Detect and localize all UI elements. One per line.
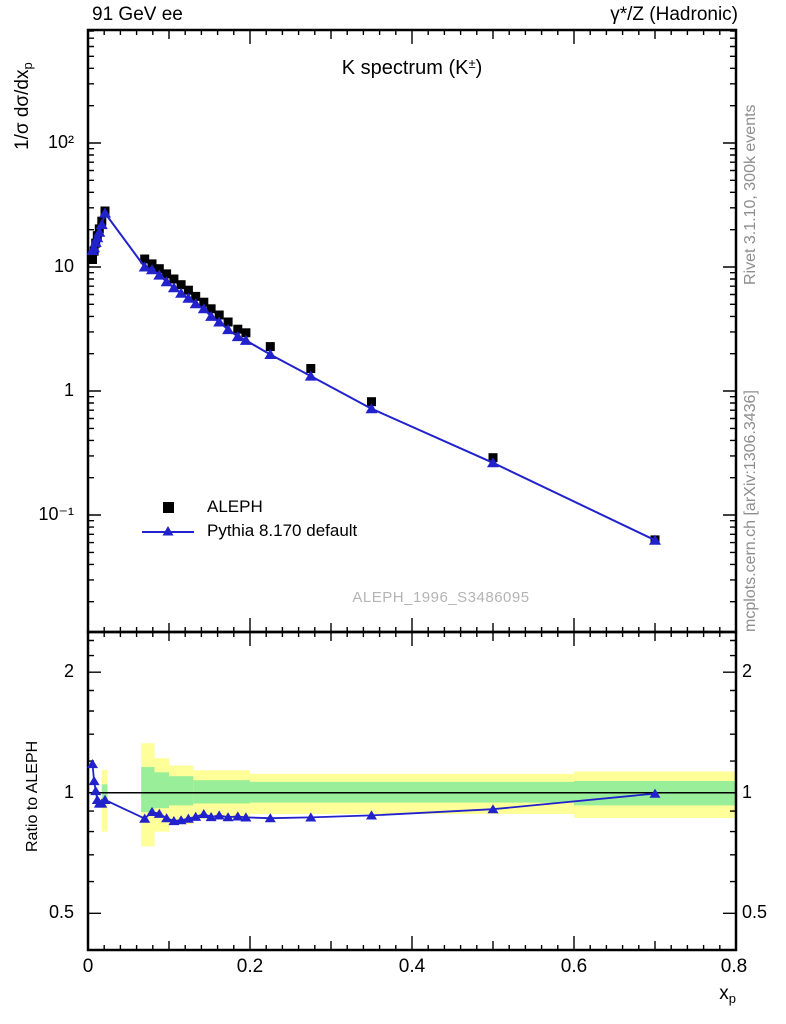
ratio-band-green — [193, 780, 250, 804]
plot-title: K spectrum (K±) — [341, 56, 483, 79]
pythia-line — [91, 210, 656, 542]
mc-line-triangle-icon — [142, 526, 194, 536]
ratio-band-green — [141, 767, 155, 813]
y-tick-10: 10 — [53, 256, 74, 276]
ratio-tick-right-2: 2 — [742, 661, 753, 681]
x-tick-0p8: 0.8 — [720, 956, 748, 977]
particle-symbol: K — [455, 57, 469, 79]
header-beam-energy: 91 GeV ee — [92, 4, 183, 25]
legend-item-pythia: Pythia 8.170 default — [142, 519, 357, 543]
aleph-data-points — [88, 206, 660, 545]
ratio-points — [87, 759, 661, 826]
axis-ticks — [88, 30, 736, 950]
x-tick-0p6: 0.6 — [560, 956, 588, 977]
legend-label-pythia: Pythia 8.170 default — [207, 521, 358, 540]
data-square-icon — [163, 502, 174, 513]
y-tick-100: 10² — [47, 132, 74, 152]
pythia-points — [86, 207, 661, 545]
particle-charge: ± — [468, 56, 476, 71]
x-tick-0: 0 — [82, 956, 94, 977]
ratio-tick-right-1: 1 — [742, 782, 753, 802]
legend: ALEPH Pythia 8.170 default — [142, 495, 357, 543]
legend-item-aleph: ALEPH — [142, 495, 357, 519]
ratio-tick-left-1: 1 — [63, 782, 74, 802]
y-tick-0p1: 10⁻¹ — [38, 504, 74, 524]
analysis-watermark: ALEPH_1996_S3486095 — [352, 589, 530, 606]
y-tick-1: 1 — [63, 380, 74, 400]
ratio-tick-left-2: 2 — [63, 661, 74, 681]
rivet-version-note: Rivet 3.1.10, 300k events — [742, 104, 759, 285]
x-tick-0p2: 0.2 — [236, 956, 264, 977]
ratio-band-green — [169, 776, 194, 806]
legend-label-aleph: ALEPH — [207, 497, 263, 516]
ratio-tick-right-0p5: 0.5 — [742, 902, 768, 922]
x-tick-0p4: 0.4 — [398, 956, 426, 977]
mcplots-arxiv-note: mcplots.cern.ch [arXiv:1306.3436] — [742, 390, 759, 632]
ratio-band-green — [154, 772, 169, 809]
ratio-tick-left-0p5: 0.5 — [48, 902, 74, 922]
x-axis-label: xp — [719, 983, 736, 1006]
header-process: γ*/Z (Hadronic) — [610, 4, 738, 25]
plot-title-text: K spectrum — [341, 57, 443, 79]
